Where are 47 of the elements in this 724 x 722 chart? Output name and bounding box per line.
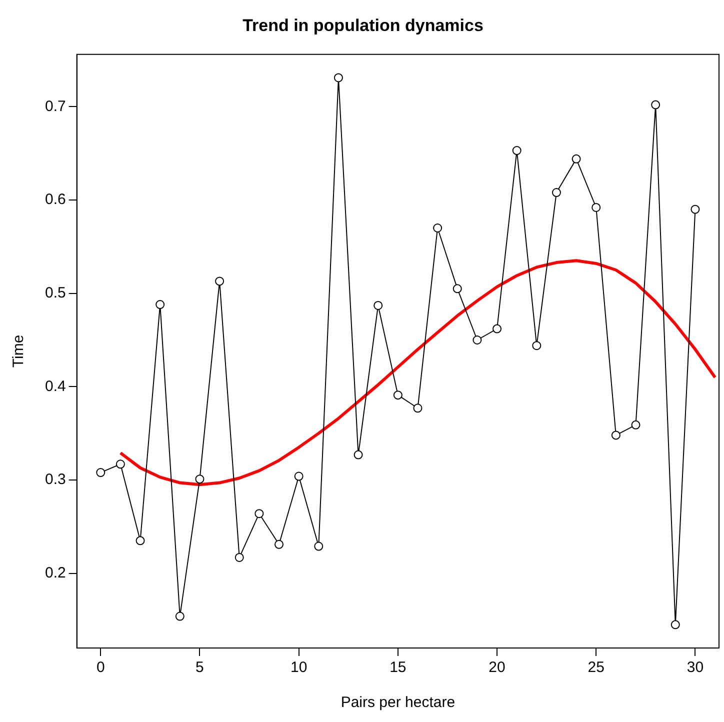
point	[532, 341, 542, 350]
point	[314, 542, 324, 551]
y-tick-label: 0.7	[44, 98, 66, 115]
y-tick-label: 0.5	[44, 284, 66, 302]
point	[274, 540, 284, 549]
point	[670, 620, 680, 630]
point	[592, 202, 601, 212]
x-tick-label: 30	[686, 659, 704, 676]
point	[413, 404, 422, 413]
x-tick-label: 25	[588, 659, 604, 676]
y-tick-label: 0.4	[44, 378, 66, 395]
point	[215, 276, 224, 286]
point	[611, 430, 620, 440]
point	[294, 472, 304, 481]
y-tick-label: 0.2	[44, 564, 66, 582]
point	[175, 612, 184, 621]
point	[472, 336, 482, 344]
point	[393, 390, 402, 400]
point	[195, 474, 204, 484]
point	[136, 536, 145, 546]
x-axis-title: Pairs per hectare	[340, 694, 456, 712]
point	[690, 204, 700, 214]
x-tick-label: 15	[390, 659, 406, 676]
point	[452, 284, 462, 294]
point	[433, 224, 442, 232]
chart-title: Trend in population dynamics	[242, 16, 484, 35]
point	[512, 146, 522, 156]
point	[156, 300, 165, 310]
point	[334, 73, 343, 82]
y-axis-title: Time	[10, 334, 28, 368]
point	[354, 450, 363, 460]
point	[492, 324, 502, 334]
point	[631, 420, 640, 430]
point	[651, 100, 660, 110]
point	[374, 300, 383, 310]
point	[552, 188, 561, 198]
point	[116, 460, 125, 469]
y-tick-label: 0.6	[44, 191, 66, 208]
y-tick-label: 0.3	[44, 471, 66, 488]
x-tick-label: 20	[488, 659, 506, 676]
x-tick-label: 0	[96, 659, 105, 676]
x-tick-label: 5	[196, 659, 204, 676]
point	[234, 552, 244, 562]
x-tick-label: 10	[290, 659, 308, 676]
point	[254, 509, 264, 518]
point	[572, 154, 581, 164]
point	[96, 468, 106, 478]
